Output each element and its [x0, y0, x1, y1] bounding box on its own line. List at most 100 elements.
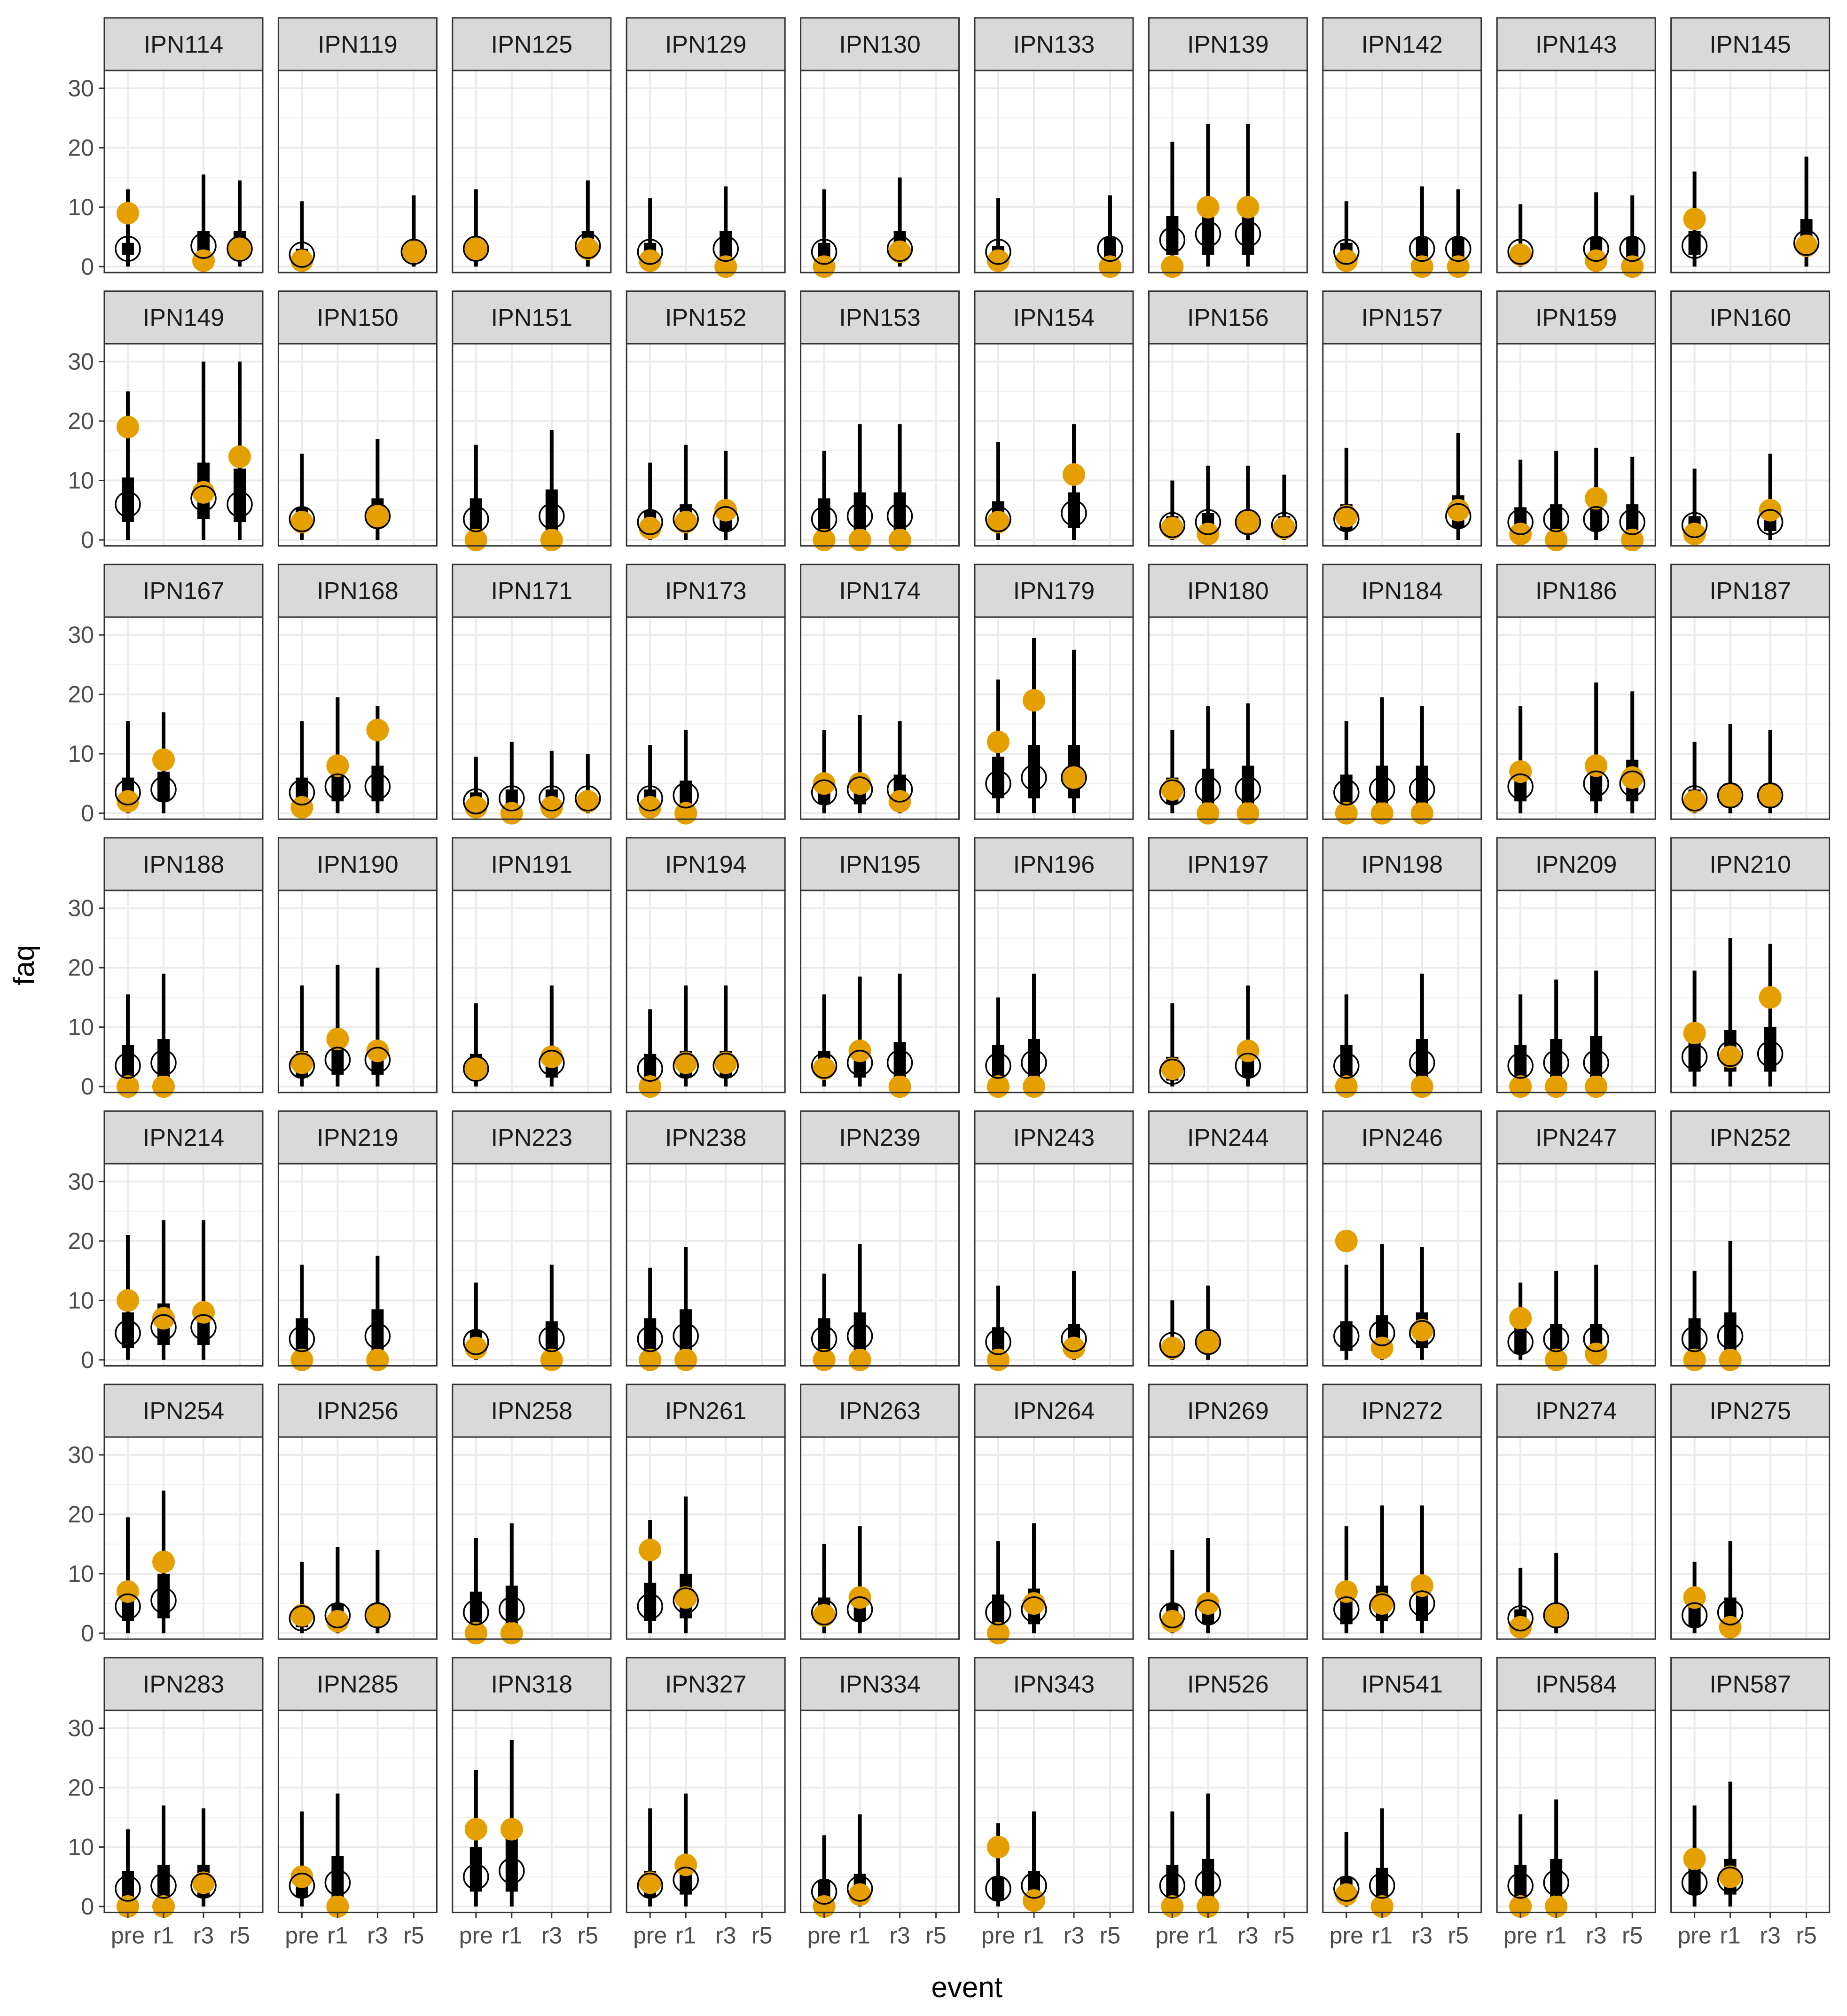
- facet-panel: IPN343 pre r1 r3 r5: [974, 1657, 1134, 1949]
- predicted-median: [400, 238, 427, 265]
- predicted-median: [1159, 1602, 1186, 1629]
- panel-border: [277, 1163, 438, 1367]
- strip-background: [974, 1657, 1134, 1711]
- facet-panel: IPN190: [277, 837, 438, 1094]
- strip-label: IPN186: [1535, 578, 1617, 605]
- strip-label: IPN584: [1535, 1671, 1617, 1698]
- predicted-median: [811, 506, 837, 532]
- facet-panel: IPN197: [1148, 837, 1308, 1094]
- strip-background: [1148, 837, 1308, 891]
- facet-panel: IPN157: [1322, 290, 1482, 547]
- predicted-median: [846, 1875, 873, 1902]
- panel-border: [800, 343, 960, 547]
- predicted-median: [499, 1858, 525, 1884]
- predicted-median: [190, 1872, 217, 1899]
- strip-background: [1322, 563, 1482, 618]
- predicted-median: [324, 1869, 351, 1896]
- predicted-median: [1543, 1326, 1569, 1352]
- x-tick-label: pre: [1677, 1922, 1711, 1949]
- strip-background: [626, 17, 786, 71]
- strip-background: [1670, 17, 1831, 71]
- predicted-median: [1409, 1049, 1435, 1076]
- observed-point: [714, 1051, 737, 1074]
- strip-background: [277, 563, 438, 618]
- strip-label: IPN247: [1535, 1124, 1617, 1151]
- predicted-median: [1159, 227, 1186, 253]
- predicted-median: [637, 1326, 663, 1352]
- facet-panel: IPN584 pre r1 r3 r5: [1496, 1657, 1656, 1949]
- predicted-median: [115, 1875, 141, 1902]
- predicted-median: [115, 779, 141, 806]
- panel-border: [626, 1163, 786, 1367]
- strip-background: [452, 837, 612, 891]
- strip-label: IPN160: [1709, 305, 1791, 332]
- strip-label: IPN272: [1362, 1398, 1443, 1425]
- panel-border: [974, 343, 1134, 547]
- observed-point: [290, 249, 313, 272]
- predicted-median: [1717, 782, 1744, 809]
- strip-label: IPN318: [491, 1671, 572, 1698]
- panel-background: [1149, 1164, 1307, 1366]
- strip-label: IPN334: [839, 1671, 920, 1698]
- observed-point: [1509, 243, 1532, 266]
- predicted-median: [1543, 506, 1569, 532]
- predicted-median: [637, 785, 663, 812]
- x-tick-label: r5: [1274, 1922, 1294, 1949]
- x-tick-label: r3: [1412, 1922, 1432, 1949]
- strip-background: [1670, 1657, 1831, 1711]
- observed-point: [1197, 195, 1220, 219]
- predicted-median: [1159, 779, 1186, 806]
- panel-border: [1670, 1436, 1831, 1640]
- observed-point: [674, 1051, 697, 1074]
- x-tick-label: r3: [1064, 1922, 1084, 1949]
- predicted-median: [985, 1875, 1011, 1902]
- y-tick-label: 10: [68, 467, 94, 493]
- observed-point: [152, 1307, 175, 1330]
- predicted-median: [811, 779, 837, 806]
- y-tick-label: 20: [68, 1774, 94, 1801]
- observed-point: [674, 1586, 697, 1609]
- facet-panel: IPN223: [452, 1110, 612, 1371]
- predicted-median: [150, 776, 177, 803]
- x-tick-label: pre: [633, 1922, 667, 1949]
- strip-label: IPN195: [839, 851, 920, 878]
- strip-label: IPN156: [1187, 305, 1268, 332]
- observed-point: [1023, 1592, 1045, 1615]
- y-tick-label: 10: [68, 194, 94, 220]
- y-tick-label: 0: [81, 1893, 94, 1920]
- observed-point: [1585, 487, 1608, 510]
- panel-border: [974, 70, 1134, 273]
- panel-border: [1496, 1163, 1656, 1367]
- x-tick-label: r3: [715, 1922, 736, 1949]
- observed-point: [1370, 1336, 1393, 1360]
- observed-point: [1161, 1057, 1184, 1080]
- strip-label: IPN187: [1709, 578, 1791, 605]
- predicted-median: [1583, 1049, 1609, 1076]
- strip-label: IPN209: [1535, 851, 1617, 878]
- predicted-median: [1235, 509, 1261, 535]
- predicted-median: [1507, 1605, 1534, 1632]
- panel-border: [626, 1710, 786, 1914]
- strip-label: IPN142: [1362, 31, 1443, 58]
- panel-border: [1322, 616, 1482, 820]
- observed-point: [1585, 1075, 1608, 1098]
- observed-point: [1197, 1592, 1220, 1615]
- y-tick-label: 30: [68, 1442, 94, 1468]
- predicted-median: [985, 238, 1011, 265]
- strip-label: IPN152: [665, 305, 746, 332]
- facet-panel: IPN327 pre r1 r3 r5: [626, 1657, 786, 1949]
- x-tick-label: r5: [229, 1922, 250, 1949]
- panel-border: [103, 890, 264, 1094]
- predicted-median: [190, 1314, 217, 1340]
- predicted-median: [1021, 764, 1047, 791]
- panel-border: [626, 1436, 786, 1640]
- panel-background: [1149, 344, 1307, 546]
- observed-point: [1719, 1045, 1742, 1068]
- strip-background: [1496, 1657, 1656, 1711]
- strip-label: IPN153: [839, 305, 920, 332]
- y-axis-title: faq: [8, 945, 40, 985]
- strip-label: IPN150: [317, 305, 398, 332]
- predicted-median: [712, 235, 739, 262]
- facet-panel: IPN526 pre r1 r3 r5: [1148, 1657, 1308, 1949]
- predicted-median: [712, 506, 739, 532]
